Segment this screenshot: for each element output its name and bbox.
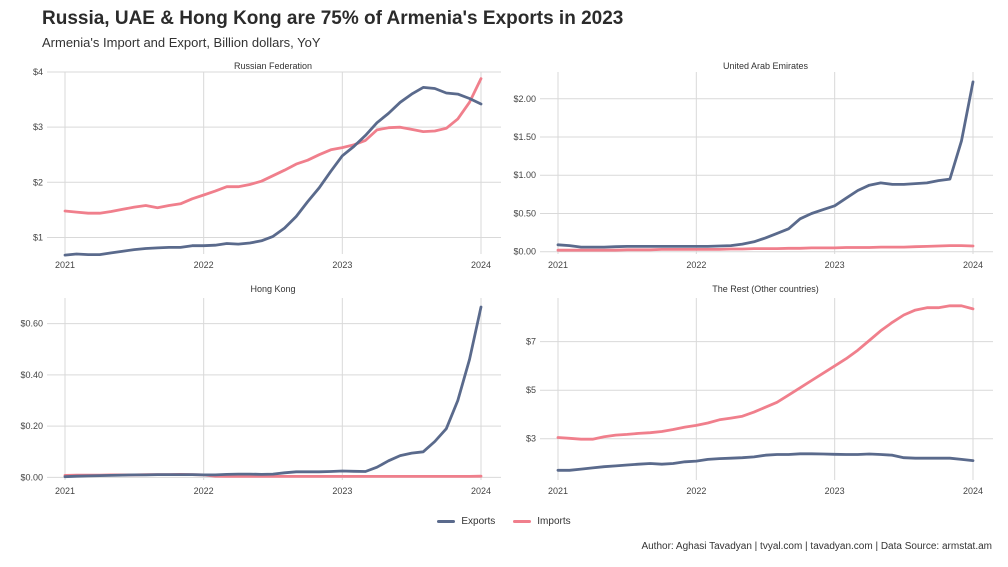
x-tick-label-1-3: 2024 bbox=[963, 260, 983, 270]
x-tick-label-3-3: 2024 bbox=[963, 486, 983, 496]
x-tick-label-3-2: 2023 bbox=[825, 486, 845, 496]
x-tick-label-0-1: 2022 bbox=[194, 260, 214, 270]
legend-swatch-imports bbox=[513, 520, 532, 523]
x-tick-label-3-0: 2021 bbox=[548, 486, 568, 496]
chart-title: Russia, UAE & Hong Kong are 75% of Armen… bbox=[42, 8, 624, 29]
series-line-imports-1 bbox=[556, 244, 975, 252]
source-caption: Author: Aghasi Tavadyan | tvyal.com | ta… bbox=[641, 541, 992, 552]
y-tick-label-1-0: $0.00 bbox=[513, 247, 536, 257]
x-tick-label-1-0: 2021 bbox=[548, 260, 568, 270]
x-tick-label-0-3: 2024 bbox=[471, 260, 491, 270]
y-tick-label-0-0: $1 bbox=[33, 232, 43, 242]
x-tick-label-0-2: 2023 bbox=[332, 260, 352, 270]
series-line-imports-0 bbox=[63, 77, 483, 215]
y-tick-label-1-1: $0.50 bbox=[513, 208, 536, 218]
panel-title-2: Hong Kong bbox=[250, 284, 295, 294]
panel-title-0: Russian Federation bbox=[234, 61, 312, 71]
y-tick-label-0-3: $4 bbox=[33, 67, 43, 77]
x-tick-label-2-1: 2022 bbox=[194, 486, 214, 496]
y-tick-label-3-0: $3 bbox=[526, 434, 536, 444]
x-tick-label-3-1: 2022 bbox=[686, 486, 706, 496]
legend-item-imports: Imports bbox=[513, 516, 571, 527]
legend-swatch-exports bbox=[437, 520, 456, 523]
y-tick-label-1-2: $1.00 bbox=[513, 170, 536, 180]
panel-title-3: The Rest (Other countries) bbox=[712, 284, 819, 294]
y-tick-label-2-0: $0.00 bbox=[20, 472, 43, 482]
series-line-exports-3 bbox=[556, 452, 975, 472]
y-tick-label-0-1: $2 bbox=[33, 177, 43, 187]
panel-title-1: United Arab Emirates bbox=[723, 61, 809, 71]
y-tick-label-2-2: $0.40 bbox=[20, 370, 43, 380]
y-tick-label-3-2: $7 bbox=[526, 337, 536, 347]
series-line-exports-0 bbox=[63, 86, 483, 257]
legend-item-exports: Exports bbox=[437, 516, 495, 527]
y-tick-label-2-3: $0.60 bbox=[20, 319, 43, 329]
x-tick-label-2-0: 2021 bbox=[55, 486, 75, 496]
legend-label-imports: Imports bbox=[537, 516, 571, 527]
legend: Exports Imports bbox=[0, 516, 1008, 527]
x-tick-label-2-2: 2023 bbox=[332, 486, 352, 496]
y-tick-label-0-2: $3 bbox=[33, 122, 43, 132]
series-line-exports-2 bbox=[63, 305, 483, 479]
x-tick-label-1-1: 2022 bbox=[686, 260, 706, 270]
charts-panel: Russian Federation 2021 2022 2023 2024 $1 $2 $3… bbox=[20, 61, 993, 496]
legend-label-exports: Exports bbox=[461, 516, 496, 527]
y-tick-label-1-4: $2.00 bbox=[513, 94, 536, 104]
y-tick-label-2-1: $0.20 bbox=[20, 421, 43, 431]
y-tick-label-1-3: $1.50 bbox=[513, 132, 536, 142]
chart-subtitle: Armenia's Import and Export, Billion dol… bbox=[42, 35, 321, 50]
series-line-exports-1 bbox=[556, 80, 975, 249]
x-tick-label-2-3: 2024 bbox=[471, 486, 491, 496]
x-tick-label-1-2: 2023 bbox=[825, 260, 845, 270]
series-line-imports-3 bbox=[556, 304, 975, 441]
y-tick-label-3-1: $5 bbox=[526, 385, 536, 395]
x-tick-label-0-0: 2021 bbox=[55, 260, 75, 270]
